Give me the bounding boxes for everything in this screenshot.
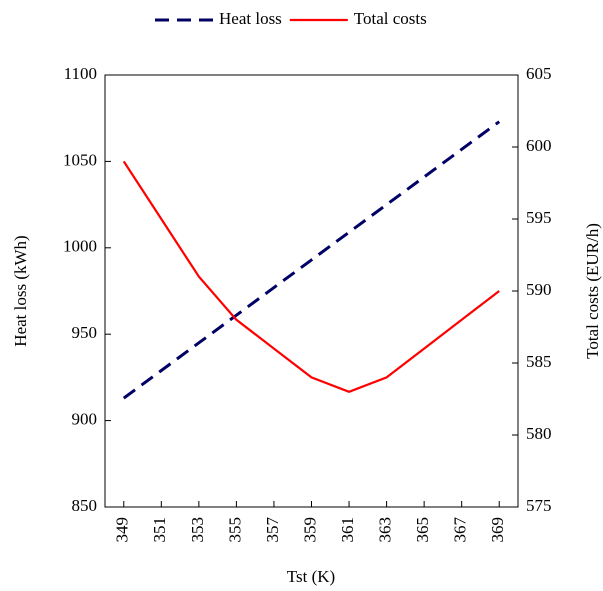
x-tick-label: 363	[375, 517, 394, 543]
x-tick-label: 349	[113, 517, 132, 543]
y2-tick-label: 600	[526, 136, 552, 155]
x-tick-label: 361	[338, 517, 357, 543]
y-tick-label: 950	[72, 323, 98, 342]
x-tick-label: 355	[225, 517, 244, 543]
y2-axis-label: Total costs (EUR/h)	[583, 223, 602, 359]
y2-tick-label: 605	[526, 64, 552, 83]
y-tick-label: 850	[72, 496, 98, 515]
x-tick-label: 351	[150, 517, 169, 543]
series-line	[122, 120, 501, 400]
series-line	[122, 160, 500, 393]
x-tick-label: 353	[188, 517, 207, 543]
y-tick-label: 1050	[63, 150, 97, 169]
y2-tick-label: 580	[526, 424, 552, 443]
x-tick-label: 359	[300, 517, 319, 543]
y-tick-label: 1000	[63, 237, 97, 256]
x-tick-label: 357	[263, 517, 282, 543]
x-axis-label: Tst (K)	[287, 567, 335, 586]
x-tick-label: 367	[451, 517, 470, 543]
x-tick-label: 365	[413, 517, 432, 543]
plot-frame	[104, 74, 519, 508]
y2-tick-label: 590	[526, 280, 552, 299]
y2-tick-label: 595	[526, 208, 552, 227]
y-tick-label: 900	[72, 410, 98, 429]
x-tick-label: 369	[488, 517, 507, 543]
y-tick-label: 1100	[64, 64, 97, 83]
legend-label: Total costs	[354, 9, 427, 28]
y-axis-label: Heat loss (kWh)	[11, 235, 30, 346]
legend-label: Heat loss	[219, 9, 282, 28]
y2-tick-label: 575	[526, 496, 552, 515]
y2-tick-label: 585	[526, 352, 552, 371]
